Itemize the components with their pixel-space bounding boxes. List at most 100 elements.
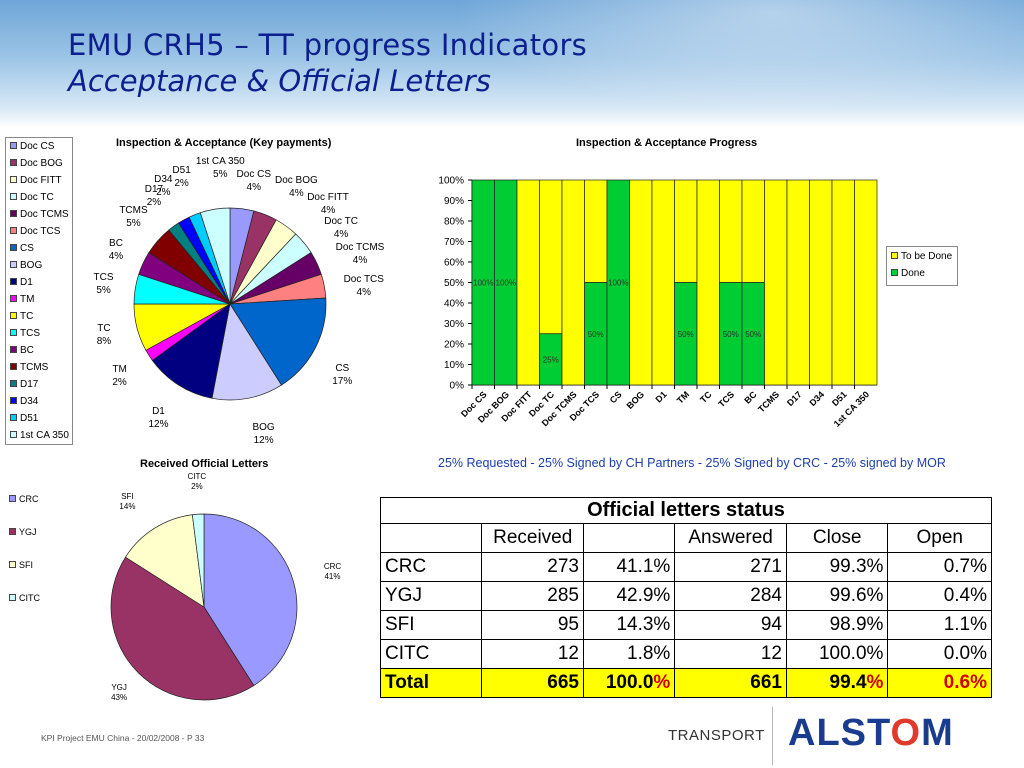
bar-value-label: 25% — [543, 355, 559, 364]
legend-item-bog: BOG — [10, 260, 42, 271]
legend-label: YGJ — [19, 527, 37, 537]
table-cell: YGJ — [379, 581, 483, 611]
legend-swatch — [10, 380, 17, 387]
legend-label: TCMS — [20, 362, 49, 373]
legend-item-1st-ca-350: 1st CA 350 — [10, 430, 69, 441]
table-cell: 271 — [674, 552, 787, 582]
legend-item-doc-fitt: Doc FITT — [10, 175, 62, 186]
legend-item-doc-tcs: Doc TCS — [10, 226, 60, 237]
legend-item-tcs: TCS — [10, 328, 40, 339]
table-cell: 1.1% — [887, 610, 992, 640]
table-row: YGJ 285 42.9% 284 99.6% 0.4% — [379, 581, 992, 611]
bar-value-label: 50% — [745, 330, 761, 339]
legend-swatch — [891, 252, 898, 259]
table-cell: SFI — [379, 610, 483, 640]
pie-slice-sfi — [124, 514, 205, 608]
table-cell: 285 — [481, 581, 584, 611]
legend-item-doc-tcms: Doc TCMS — [10, 209, 69, 220]
legend-item-d1: D1 — [10, 277, 33, 288]
pie-slice-ygj — [110, 556, 255, 701]
legend-label: TCS — [20, 328, 40, 339]
pie-label-bog: BOG 12% — [252, 421, 275, 446]
legend-label: TM — [20, 294, 35, 305]
bar-todo-doc-tcs — [584, 179, 608, 283]
legend-swatch — [10, 142, 17, 149]
legend-label: To be Done — [901, 251, 953, 262]
legend-label: D34 — [20, 396, 39, 407]
y-tick-label: 0% — [450, 381, 465, 392]
table-row: CRC 273 41.1% 271 99.3% 0.7% — [379, 552, 992, 582]
legend-item-d51: D51 — [10, 413, 38, 424]
y-tick-label: 50% — [444, 278, 464, 289]
bar-value-label: 100% — [608, 279, 628, 288]
legend-swatch — [10, 397, 17, 404]
bar-todo-doc-tc — [539, 179, 563, 335]
legend-item-cs: CS — [10, 243, 34, 254]
legend-swatch — [891, 269, 898, 276]
legend-swatch — [10, 244, 17, 251]
transport-label: TRANSPORT — [668, 727, 765, 744]
legend-label: 1st CA 350 — [20, 430, 69, 441]
legend-item-doc-cs: Doc CS — [10, 141, 54, 152]
legend-label: BC — [20, 345, 34, 356]
table-cell: 665 — [481, 668, 584, 698]
pie-label-tc: TC 8% — [96, 323, 112, 348]
bar-value-label: 50% — [678, 330, 694, 339]
legend-item-done: Done — [891, 268, 925, 279]
legend-swatch — [9, 528, 16, 535]
table-cell: Total — [379, 668, 483, 698]
column-header: Open — [887, 523, 992, 553]
table-cell: 99.3% — [785, 552, 889, 582]
legend-label: Doc TCS — [20, 226, 61, 237]
bar-todo-1st-ca-350 — [854, 179, 878, 386]
x-tick-label: CS — [608, 389, 624, 405]
bar-title: Inspection & Acceptance Progress — [576, 137, 758, 149]
column-header: Answered — [674, 523, 787, 553]
legend-label: Doc TC — [20, 192, 54, 203]
pie-slice-1st-ca-350 — [199, 207, 231, 305]
table-cell: 42.9% — [582, 581, 676, 611]
legend-label: CRC — [19, 494, 39, 504]
table-cell: 41.1% — [582, 552, 676, 582]
bar-todo-tc — [696, 179, 720, 386]
table-header-row: Received Answered Close Open — [379, 523, 992, 553]
legend-swatch — [10, 363, 17, 370]
column-header: Close — [785, 523, 889, 553]
table-cell: 0.7% — [887, 552, 992, 582]
table-row: SFI 95 14.3% 94 98.9% 1.1% — [379, 610, 992, 640]
legend-item-bc: BC — [10, 345, 34, 356]
legend-swatch — [10, 431, 17, 438]
x-tick-label: TCS — [716, 389, 736, 409]
pie-label-crc: CRC 41% — [323, 562, 342, 582]
x-tick-label: TC — [698, 389, 714, 405]
legend-item-d34: D34 — [10, 396, 38, 407]
table-cell: 14.3% — [582, 610, 676, 640]
pie-label-d1: D1 12% — [148, 406, 169, 431]
pie-label-1st-ca-350: 1st CA 350 5% — [195, 155, 245, 180]
table-cell: 1.8% — [582, 639, 676, 669]
bar-todo-bog — [629, 179, 653, 386]
pie-label-d51: D51 2% — [172, 164, 191, 189]
pie-label-doc-tcs: Doc TCS 4% — [343, 274, 384, 299]
legend-label: Doc BOG — [20, 158, 63, 169]
legend-item-tm: TM — [10, 294, 34, 305]
table-cell: 273 — [481, 552, 584, 582]
pie-slice-cs — [229, 297, 327, 386]
table-cell: 100.0% — [785, 639, 889, 669]
y-tick-label: 60% — [444, 258, 464, 269]
table-total-row: Total 665 100.0% 661 99.4% 0.6% — [379, 668, 992, 698]
y-tick-label: 70% — [444, 237, 464, 248]
bar-todo-d17 — [786, 179, 810, 386]
table-cell: 0.6% — [887, 668, 992, 698]
table-row: CITC 12 1.8% 12 100.0% 0.0% — [379, 639, 992, 669]
table-cell: 284 — [674, 581, 787, 611]
table-cell: 12 — [481, 639, 584, 669]
bar-chart: 0%10%20%30%40%50%60%70%80%90%100%100%Doc… — [438, 176, 878, 429]
x-tick-label: BOG — [625, 389, 647, 411]
pie-label-doc-tc: Doc TC 4% — [324, 215, 358, 240]
x-tick-label: TCMS — [756, 389, 781, 414]
y-tick-label: 20% — [444, 340, 464, 351]
x-tick-label: D34 — [807, 389, 826, 408]
pie-slice-crc — [203, 513, 298, 687]
legend-label: TC — [20, 311, 34, 322]
